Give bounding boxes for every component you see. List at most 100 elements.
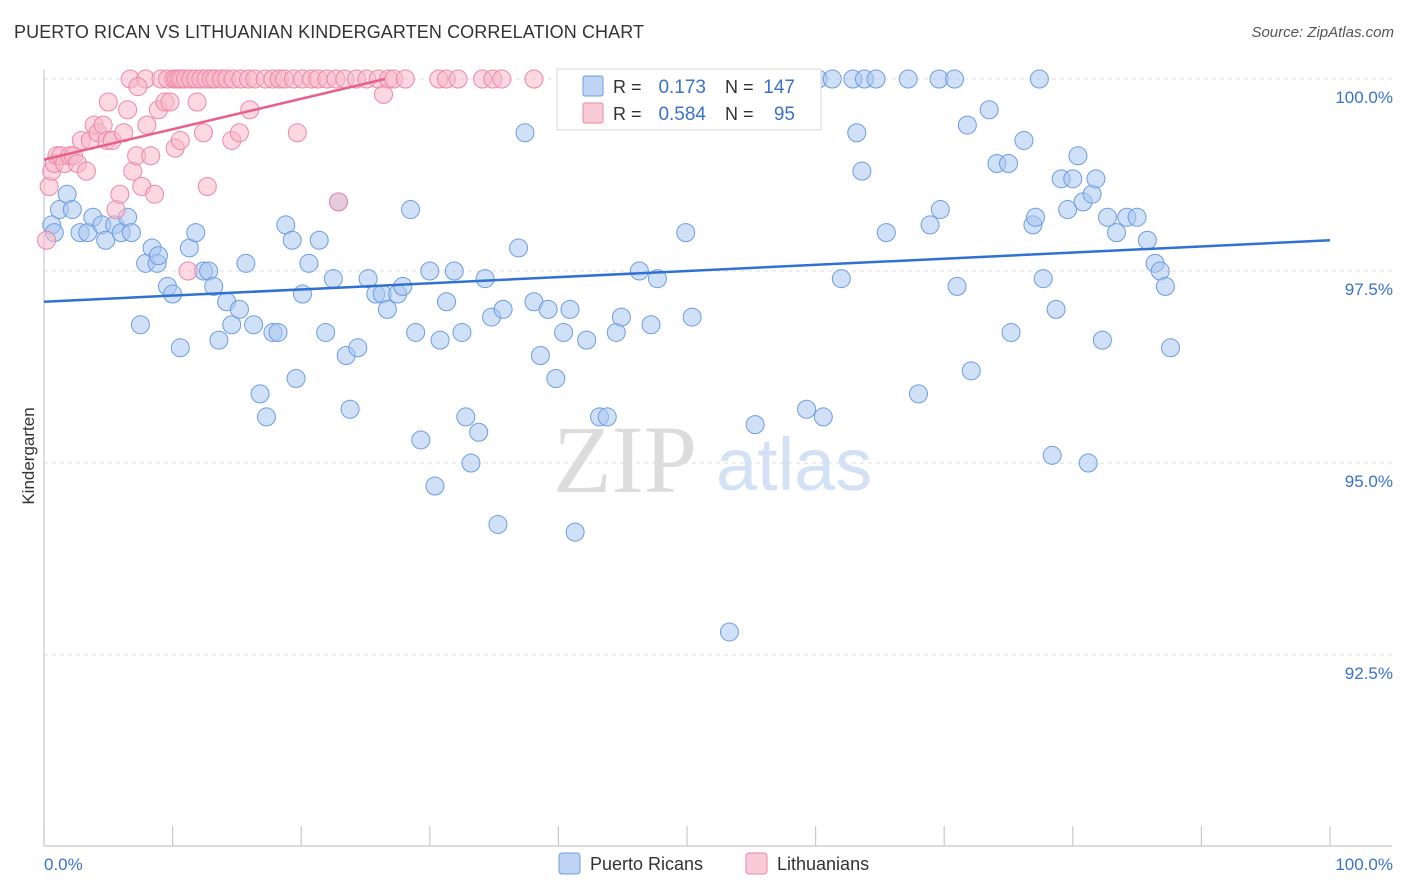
point-puerto-ricans-99: [908, 384, 928, 404]
point-puerto-ricans-26: [204, 276, 224, 296]
point-puerto-ricans-88: [647, 269, 667, 289]
point-puerto-ricans-27: [209, 330, 229, 350]
point-puerto-ricans-108: [1001, 322, 1021, 342]
point-lithuanians-38: [229, 123, 249, 143]
point-puerto-ricans-76: [546, 369, 566, 389]
point-puerto-ricans-60: [430, 330, 450, 350]
y-tick-label-1: 97.5%: [1345, 280, 1393, 299]
point-lithuanians-30: [160, 92, 180, 112]
point-lithuanians-88: [98, 92, 118, 112]
point-puerto-ricans-58: [420, 261, 440, 281]
point-puerto-ricans-113: [1042, 445, 1062, 465]
point-puerto-ricans-69: [488, 514, 508, 534]
point-puerto-ricans-32: [244, 315, 264, 335]
trend-line-lithuanians: [43, 77, 386, 161]
point-puerto-ricans-131: [1155, 276, 1175, 296]
point-puerto-ricans-107: [999, 153, 1018, 173]
point-puerto-ricans-95: [831, 269, 851, 289]
point-puerto-ricans-79: [565, 522, 585, 542]
point-puerto-ricans-36: [268, 322, 288, 342]
point-puerto-ricans-70: [493, 299, 513, 319]
point-puerto-ricans-87: [641, 315, 661, 335]
point-puerto-ricans-97: [852, 161, 872, 181]
watermark-atlas: atlas: [716, 423, 872, 506]
watermark-zip: ZIP: [553, 406, 697, 513]
point-lithuanians-87: [524, 69, 544, 89]
point-puerto-ricans-61: [437, 292, 457, 312]
point-lithuanians-36: [197, 177, 217, 197]
point-puerto-ricans-56: [406, 322, 426, 342]
point-puerto-ricans-48: [348, 338, 368, 358]
point-lithuanians-27: [145, 184, 165, 204]
point-puerto-ricans-123: [1092, 330, 1112, 350]
point-puerto-ricans-101: [930, 200, 950, 220]
legend-swatch-puerto-ricans: [582, 75, 604, 97]
legend-n-label-2: N =: [725, 104, 754, 124]
point-puerto-ricans-75: [538, 299, 558, 319]
point-puerto-ricans-40: [292, 284, 312, 304]
y-tick-label-2: 95.0%: [1345, 472, 1393, 491]
series-legend: Puerto Ricans Lithuanians: [558, 852, 869, 875]
stats-legend: R = 0.173 N = 147 R = 0.584 N = 95: [556, 68, 822, 131]
point-puerto-ricans-117: [1063, 169, 1083, 189]
point-puerto-ricans-39: [286, 369, 306, 389]
series-legend-swatch-puerto-ricans: [558, 852, 581, 875]
point-puerto-ricans-102: [947, 276, 967, 296]
point-lithuanians-40: [287, 123, 307, 143]
point-puerto-ricans-105: [979, 100, 999, 120]
point-puerto-ricans-77: [554, 322, 574, 342]
point-puerto-ricans-33: [250, 384, 270, 404]
point-puerto-ricans-138: [898, 69, 918, 89]
point-puerto-ricans-141: [1029, 69, 1049, 89]
point-puerto-ricans-57: [411, 430, 431, 450]
point-puerto-ricans-74: [530, 345, 550, 365]
point-puerto-ricans-42: [309, 230, 329, 250]
point-puerto-ricans-54: [393, 276, 413, 296]
series-legend-label-lithuanians: Lithuanians: [777, 854, 869, 874]
point-puerto-ricans-64: [456, 407, 476, 427]
point-puerto-ricans-93: [797, 399, 817, 419]
point-puerto-ricans-67: [475, 269, 495, 289]
point-lithuanians-33: [178, 261, 198, 281]
point-lithuanians-25: [137, 115, 157, 135]
point-puerto-ricans-109: [1014, 130, 1034, 150]
legend-n-value-1: 147: [763, 77, 795, 98]
legend-r-label-1: R =: [613, 77, 642, 97]
chart-source: Source: ZipAtlas.com: [1251, 24, 1394, 41]
point-puerto-ricans-41: [299, 253, 319, 273]
point-puerto-ricans-137: [866, 69, 886, 89]
point-puerto-ricans-122: [1086, 169, 1106, 189]
trend-lines: [43, 77, 1331, 303]
point-puerto-ricans-103: [957, 115, 977, 135]
point-puerto-ricans-4: [62, 200, 82, 220]
point-puerto-ricans-63: [452, 322, 472, 342]
point-lithuanians-11: [76, 161, 96, 181]
point-puerto-ricans-132: [1161, 338, 1181, 358]
point-lithuanians-21: [118, 100, 138, 120]
y-tick-labels: 100.0% 97.5% 95.0% 92.5%: [1335, 88, 1393, 683]
series-legend-swatch-lithuanians: [745, 852, 768, 875]
data-points: [37, 69, 1181, 642]
point-puerto-ricans-140: [944, 69, 964, 89]
point-puerto-ricans-29: [222, 315, 242, 335]
point-puerto-ricans-98: [876, 223, 896, 243]
point-lithuanians-0: [37, 230, 57, 250]
point-puerto-ricans-100: [920, 215, 940, 235]
point-puerto-ricans-38: [282, 230, 302, 250]
point-puerto-ricans-21: [170, 338, 190, 358]
point-puerto-ricans-59: [425, 476, 445, 496]
point-puerto-ricans-9: [96, 230, 116, 250]
point-puerto-ricans-82: [597, 407, 617, 427]
series-legend-label-puerto-ricans: Puerto Ricans: [590, 854, 703, 874]
grid-lines: [44, 78, 1392, 656]
point-puerto-ricans-91: [719, 622, 739, 642]
point-lithuanians-32: [170, 130, 190, 150]
legend-n-label-1: N =: [725, 77, 754, 97]
legend-r-label-2: R =: [613, 104, 642, 124]
trend-line-puerto-ricans: [43, 239, 1331, 303]
point-lithuanians-26: [141, 146, 161, 166]
y-axis-title: Kindergarten: [19, 407, 38, 504]
point-puerto-ricans-18: [148, 246, 168, 266]
point-puerto-ricans-13: [121, 223, 141, 243]
